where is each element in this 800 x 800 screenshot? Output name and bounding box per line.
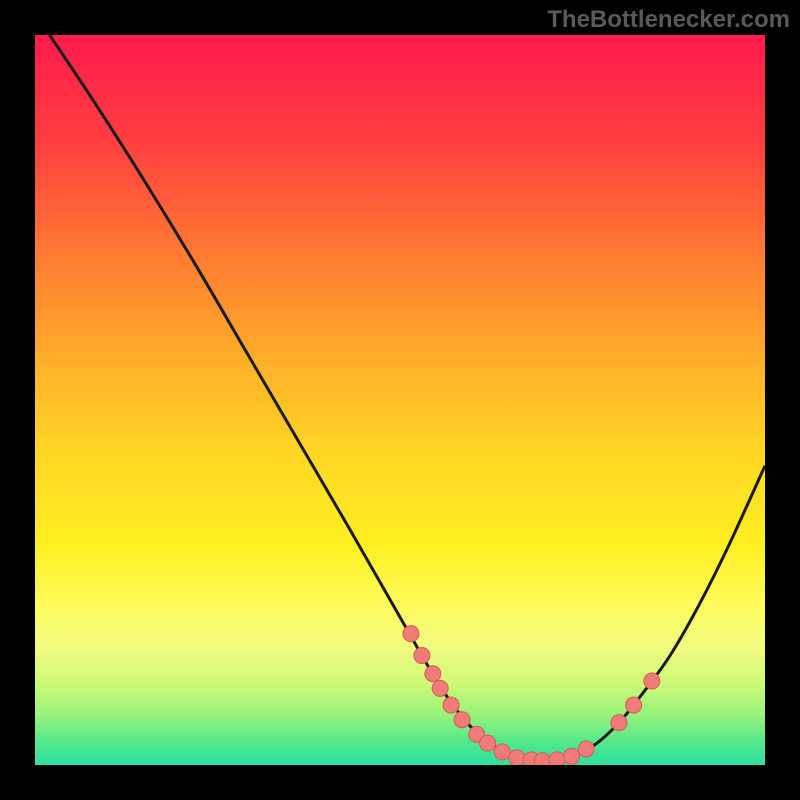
data-marker: [443, 697, 459, 713]
plot-background: [35, 35, 765, 765]
data-marker: [549, 752, 565, 768]
data-marker: [509, 750, 525, 766]
watermark-text: TheBottlenecker.com: [547, 6, 790, 34]
data-marker: [644, 673, 660, 689]
data-marker: [578, 741, 594, 757]
data-marker: [494, 744, 510, 760]
data-marker: [414, 648, 430, 664]
data-marker: [403, 626, 419, 642]
data-marker: [534, 753, 550, 769]
data-marker: [564, 748, 580, 764]
chart-container: TheBottlenecker.com: [0, 0, 800, 800]
data-marker: [480, 735, 496, 751]
data-marker: [425, 666, 441, 682]
bottleneck-curve-chart: [0, 0, 800, 800]
data-marker: [432, 680, 448, 696]
data-marker: [454, 712, 470, 728]
data-marker: [626, 697, 642, 713]
data-marker: [611, 715, 627, 731]
